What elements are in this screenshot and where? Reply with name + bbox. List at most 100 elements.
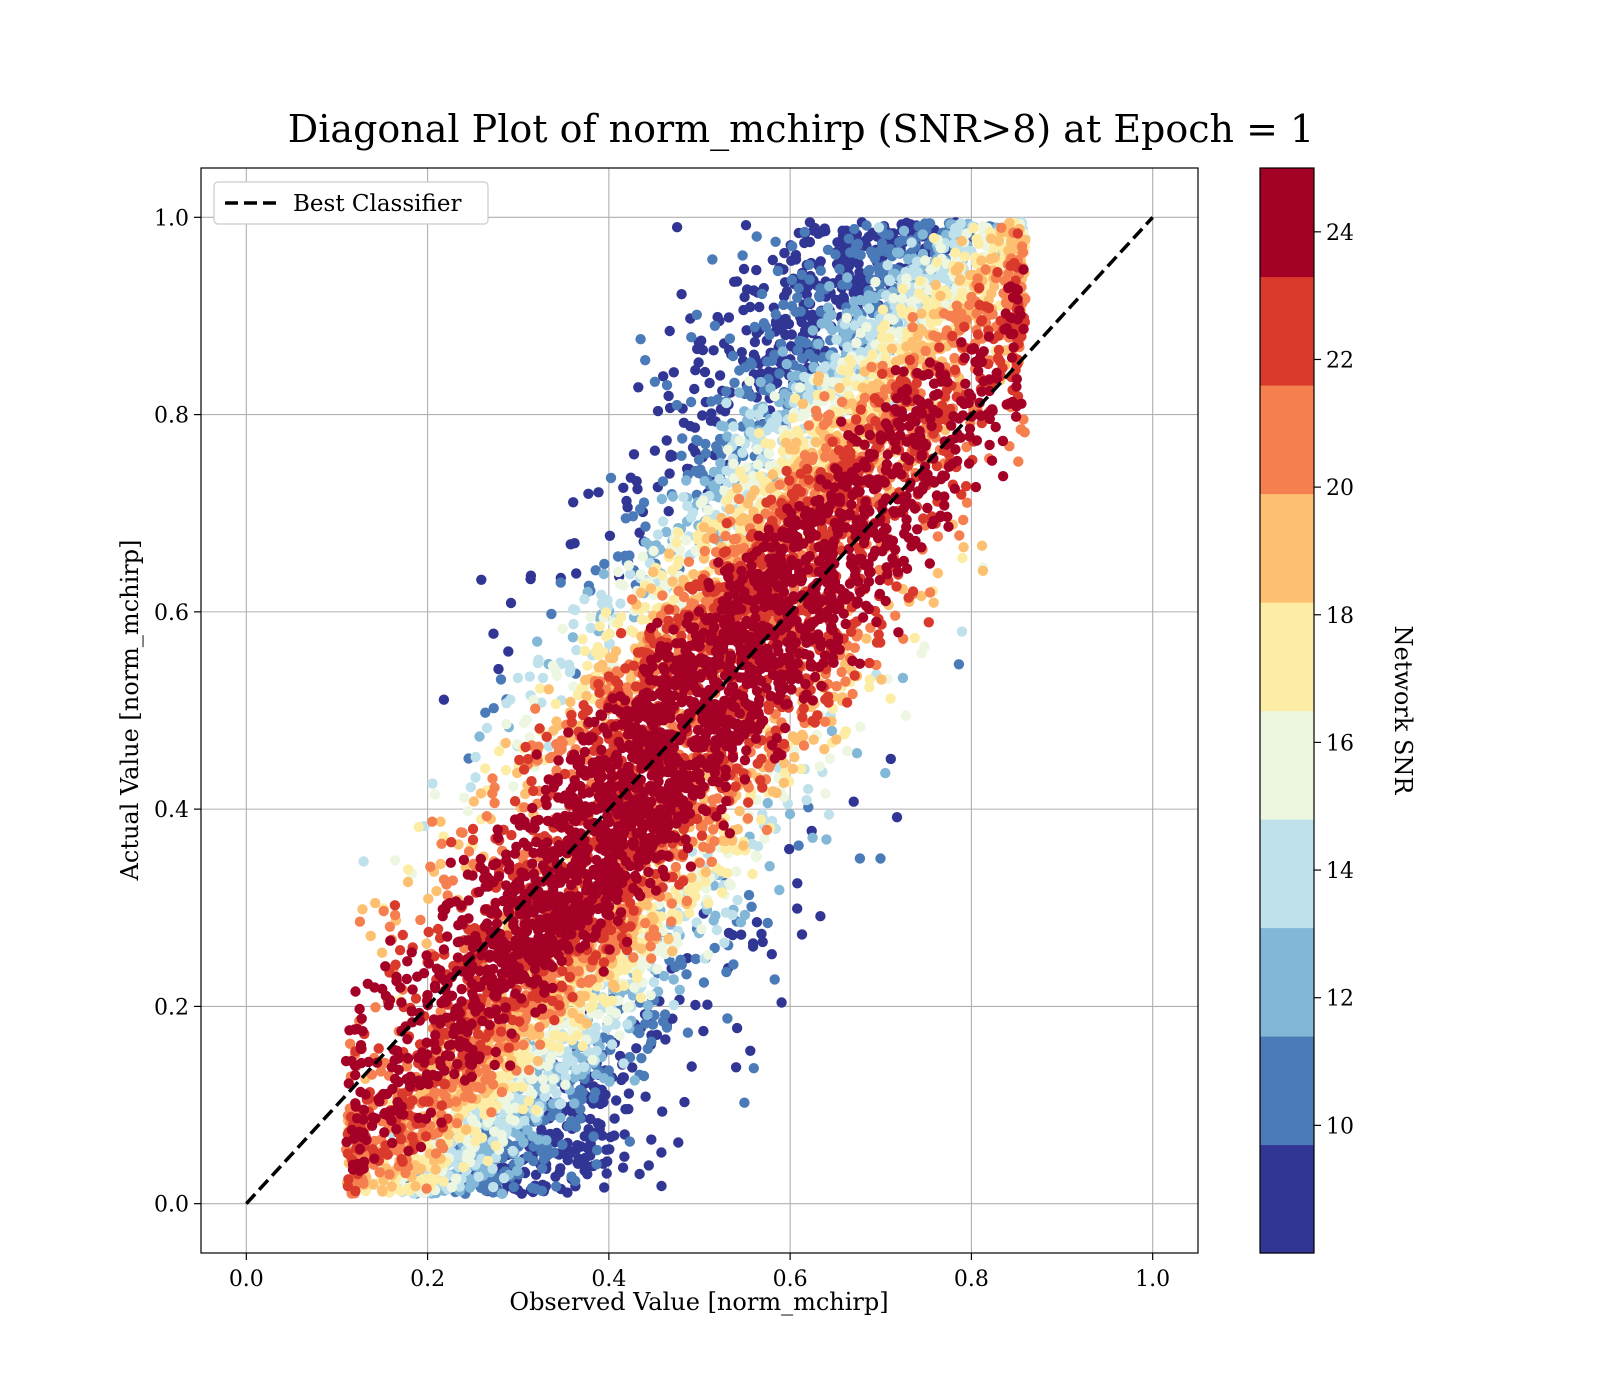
scatter-point bbox=[696, 924, 707, 935]
scatter-point bbox=[958, 514, 969, 526]
scatter-point bbox=[875, 853, 886, 864]
scatter-point bbox=[648, 566, 659, 578]
scatter-point bbox=[755, 376, 766, 388]
scatter-point bbox=[745, 1045, 756, 1057]
scatter-point bbox=[384, 921, 396, 932]
scatter-point bbox=[418, 1173, 429, 1185]
scatter-point bbox=[743, 889, 755, 901]
scatter-point bbox=[767, 254, 778, 266]
scatter-point bbox=[699, 545, 710, 557]
scatter-point bbox=[764, 329, 775, 340]
scatter-point bbox=[792, 903, 803, 914]
scatter-point bbox=[786, 371, 798, 382]
scatter-point bbox=[562, 1187, 573, 1198]
scatter-point bbox=[370, 897, 381, 909]
scatter-point bbox=[555, 577, 566, 588]
scatter-point bbox=[663, 506, 674, 517]
scatter-point bbox=[649, 445, 661, 456]
scatter-point bbox=[842, 330, 853, 341]
scatter-point bbox=[628, 449, 640, 460]
scatter-point bbox=[691, 434, 702, 446]
scatter-point bbox=[577, 1040, 588, 1052]
scatter-point bbox=[620, 513, 631, 524]
scatter-point bbox=[635, 992, 647, 1003]
scatter-point bbox=[657, 516, 669, 527]
scatter-point bbox=[519, 717, 530, 729]
scatter-point bbox=[430, 1164, 441, 1175]
scatter-point bbox=[762, 917, 773, 929]
scatter-point bbox=[751, 231, 762, 242]
scatter-point bbox=[797, 398, 809, 409]
scatter-point bbox=[560, 1079, 571, 1091]
scatter-point bbox=[635, 334, 646, 345]
scatter-point bbox=[777, 346, 788, 357]
scatter-point bbox=[719, 421, 730, 432]
scatter-point bbox=[855, 294, 866, 306]
scatter-point bbox=[740, 220, 752, 231]
scatter-point bbox=[724, 333, 736, 344]
scatter-point bbox=[849, 223, 860, 235]
scatter-point bbox=[421, 1183, 432, 1194]
scatter-point bbox=[754, 301, 765, 313]
scatter-point bbox=[573, 1153, 584, 1164]
scatter-point bbox=[668, 594, 679, 605]
scatter-point bbox=[818, 419, 829, 431]
scatter-point bbox=[824, 753, 836, 764]
scatter-point bbox=[599, 558, 610, 570]
scatter-point bbox=[511, 1165, 523, 1177]
scatter-point bbox=[893, 247, 905, 258]
scatter-point bbox=[848, 796, 859, 807]
scatter-point bbox=[724, 504, 735, 515]
scatter-point bbox=[482, 1155, 494, 1167]
scatter-point bbox=[939, 273, 950, 284]
scatter-point bbox=[749, 336, 761, 348]
chart-title: Diagonal Plot of norm_mchirp (SNR>8) at … bbox=[288, 107, 1314, 152]
scatter-point bbox=[738, 840, 749, 851]
scatter-point bbox=[803, 259, 815, 270]
scatter-point bbox=[727, 909, 738, 921]
scatter-point bbox=[640, 1091, 651, 1102]
scatter-point bbox=[919, 641, 930, 652]
scatter-point bbox=[657, 590, 668, 601]
scatter-point bbox=[803, 297, 815, 308]
scatter-point bbox=[598, 568, 609, 580]
scatter-point bbox=[606, 995, 618, 1006]
scatter-point bbox=[451, 1173, 462, 1184]
scatter-point bbox=[578, 1061, 590, 1073]
scatter-point bbox=[793, 283, 804, 294]
scatter-point bbox=[498, 1172, 510, 1184]
scatter-point bbox=[588, 1093, 599, 1104]
scatter-point bbox=[402, 876, 414, 888]
scatter-point bbox=[633, 382, 644, 393]
scatter-point bbox=[631, 1043, 642, 1054]
scatter-point bbox=[732, 894, 743, 906]
scatter-point bbox=[953, 659, 965, 670]
scatter-point bbox=[709, 942, 720, 954]
scatter-point bbox=[710, 910, 721, 921]
scatter-point bbox=[645, 583, 657, 594]
scatter-point bbox=[643, 1160, 654, 1171]
scatter-point bbox=[663, 390, 674, 402]
scatter-point bbox=[464, 1182, 476, 1193]
scatter-point bbox=[679, 1096, 690, 1108]
scatter-point bbox=[524, 671, 535, 682]
scatter-point bbox=[543, 684, 554, 695]
scatter-point bbox=[455, 827, 467, 838]
scatter-point bbox=[466, 1114, 477, 1125]
scatter-point bbox=[752, 459, 764, 470]
scatter-point bbox=[753, 427, 765, 439]
scatter-point bbox=[810, 436, 821, 448]
scatter-point bbox=[673, 527, 684, 538]
scatter-point bbox=[762, 797, 773, 809]
scatter-point bbox=[690, 365, 701, 376]
scatter-point bbox=[820, 788, 831, 799]
scatter-point bbox=[714, 370, 726, 381]
scatter-point bbox=[667, 565, 678, 576]
scatter-point bbox=[568, 618, 579, 630]
scatter-point bbox=[480, 707, 491, 718]
scatter-point bbox=[815, 283, 826, 294]
scatter-point bbox=[534, 1039, 546, 1050]
scatter-point bbox=[757, 936, 768, 948]
scatter-point bbox=[625, 625, 637, 636]
scatter-point bbox=[976, 255, 987, 266]
